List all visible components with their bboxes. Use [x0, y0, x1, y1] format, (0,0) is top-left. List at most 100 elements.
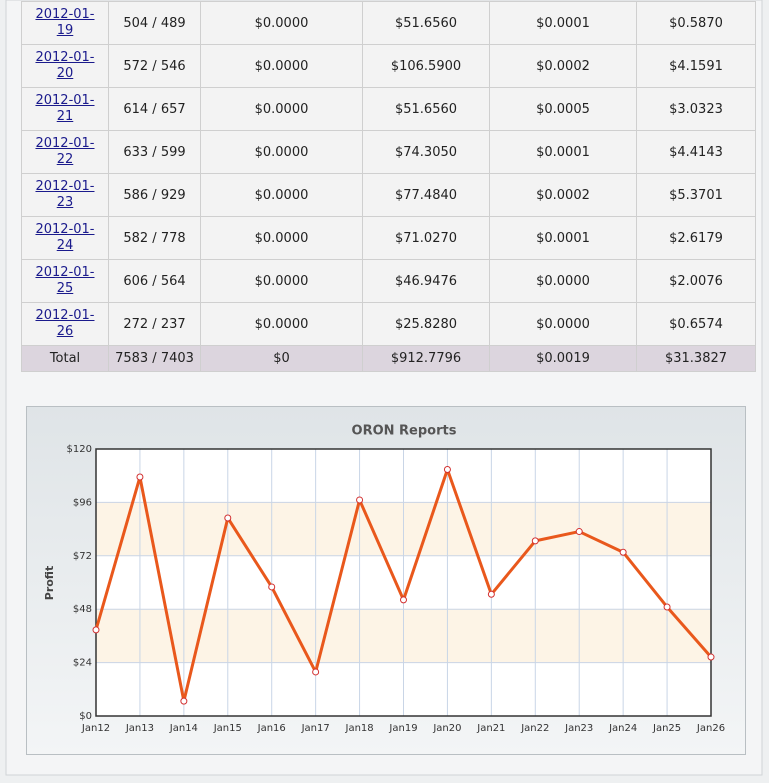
table-cell: 2012-01-20 [21, 44, 109, 88]
y-tick-label: $96 [73, 497, 92, 508]
data-point [663, 603, 671, 611]
x-tick-label: Jan21 [476, 723, 505, 734]
table-row: 2012-01-24 582 / 778 $0.0000 $71.0270 $0.000… [21, 216, 756, 260]
data-point [443, 465, 451, 473]
table-cell: $0.0000 [200, 1, 363, 45]
report-table: 2012-01-19 504 / 489 $0.0000 $51.6560 $0.000… [21, 1, 756, 372]
x-tick-label: Jan19 [388, 723, 417, 734]
table-row: 2012-01-21 614 / 657 $0.0000 $51.6560 $0.000… [21, 87, 756, 131]
table-row: Total 7583 / 7403 $0 $912.7796 $0.0019 $31.38… [21, 345, 756, 372]
x-tick-label: Jan24 [608, 723, 637, 734]
table-cell: $74.3050 [362, 130, 490, 174]
x-tick-label: Jan13 [125, 723, 154, 734]
plot-border [95, 448, 712, 717]
data-point [92, 626, 100, 634]
table-cell: $912.7796 [362, 345, 490, 372]
date-link[interactable]: 2012-01-21 [35, 93, 95, 124]
table-row: 2012-01-22 633 / 599 $0.0000 $74.3050 $0.000… [21, 130, 756, 174]
table-cell: $51.6560 [362, 87, 490, 131]
x-tick-label: Jan26 [696, 723, 725, 734]
table-row: 2012-01-25 606 / 564 $0.0000 $46.9476 $0.000… [21, 259, 756, 303]
table-cell: 272 / 237 [108, 302, 201, 346]
y-tick-label: $0 [79, 711, 92, 722]
table-cell: 2012-01-25 [21, 259, 109, 303]
data-point [224, 514, 232, 522]
table-cell: $25.8280 [362, 302, 490, 346]
data-point [575, 528, 583, 536]
table-cell: 2012-01-23 [21, 173, 109, 217]
table-cell: 633 / 599 [108, 130, 201, 174]
data-point [312, 668, 320, 676]
table-cell: $0.5870 [636, 1, 756, 45]
table-cell: $0.0001 [489, 130, 637, 174]
data-point [180, 697, 188, 705]
date-link[interactable]: 2012-01-22 [35, 136, 95, 167]
table-cell: $5.3701 [636, 173, 756, 217]
table-cell: $0.0001 [489, 216, 637, 260]
x-tick-label: Jan18 [345, 723, 374, 734]
table-cell: 582 / 778 [108, 216, 201, 260]
table-cell: $4.1591 [636, 44, 756, 88]
data-point [356, 496, 364, 504]
table-cell: $0.0005 [489, 87, 637, 131]
table-cell: $0.0001 [489, 1, 637, 45]
x-tick-label: Jan15 [213, 723, 242, 734]
table-cell: $0.0000 [200, 216, 363, 260]
y-tick-label: $72 [73, 551, 92, 562]
table-cell: 2012-01-21 [21, 87, 109, 131]
table-row: 2012-01-23 586 / 929 $0.0000 $77.4840 $0.000… [21, 173, 756, 217]
table-row: 2012-01-26 272 / 237 $0.0000 $25.8280 $0.000… [21, 302, 756, 346]
table-cell: $77.4840 [362, 173, 490, 217]
x-tick-label: Jan25 [652, 723, 681, 734]
data-point [400, 596, 407, 604]
date-link[interactable]: 2012-01-26 [35, 308, 95, 339]
table-cell: $0.0000 [200, 302, 363, 346]
table-cell: 606 / 564 [108, 259, 201, 303]
date-link[interactable]: 2012-01-25 [35, 265, 95, 296]
data-point [619, 548, 627, 556]
y-tick-label: $24 [73, 658, 92, 669]
date-link[interactable]: 2012-01-19 [35, 7, 95, 38]
table-cell: $0.0000 [489, 259, 637, 303]
x-tick-label: Jan17 [301, 723, 330, 734]
table-cell: $106.5900 [362, 44, 490, 88]
table-cell: $0.0000 [200, 130, 363, 174]
table-row: 2012-01-19 504 / 489 $0.0000 $51.6560 $0.000… [21, 1, 756, 45]
table-cell: Total [21, 345, 109, 372]
table-cell: 614 / 657 [108, 87, 201, 131]
table-cell: $0.0019 [489, 345, 637, 372]
table-cell: $0.0000 [489, 302, 637, 346]
y-axis-label: Profit [43, 566, 56, 600]
data-point [707, 653, 715, 661]
table-cell: $46.9476 [362, 259, 490, 303]
data-point [531, 537, 539, 545]
x-tick-label: Jan22 [520, 723, 549, 734]
data-point [136, 473, 144, 481]
x-tick-label: Jan16 [257, 723, 286, 734]
table-cell: 2012-01-19 [21, 1, 109, 45]
table-cell: 586 / 929 [108, 173, 201, 217]
data-point [487, 590, 495, 598]
table-cell: $0.0000 [200, 259, 363, 303]
table-cell: $0.0002 [489, 173, 637, 217]
table-cell: $0.6574 [636, 302, 756, 346]
date-link[interactable]: 2012-01-20 [35, 50, 95, 81]
table-cell: $0.0000 [200, 44, 363, 88]
table-cell: $3.0323 [636, 87, 756, 131]
table-cell: 2012-01-26 [21, 302, 109, 346]
table-cell: $71.0270 [362, 216, 490, 260]
date-link[interactable]: 2012-01-23 [35, 179, 95, 210]
date-link[interactable]: 2012-01-24 [35, 222, 95, 253]
x-tick-label: Jan14 [169, 723, 198, 734]
table-cell: 504 / 489 [108, 1, 201, 45]
table-cell: $2.0076 [636, 259, 756, 303]
table-cell: $0 [200, 345, 363, 372]
y-tick-label: $120 [67, 444, 92, 455]
table-cell: 572 / 546 [108, 44, 201, 88]
y-tick-label: $48 [73, 604, 92, 615]
x-tick-label: Jan23 [564, 723, 593, 734]
table-cell: 7583 / 7403 [108, 345, 201, 372]
table-cell: $0.0000 [200, 87, 363, 131]
table-row: 2012-01-20 572 / 546 $0.0000 $106.5900 $0.00… [21, 44, 756, 88]
